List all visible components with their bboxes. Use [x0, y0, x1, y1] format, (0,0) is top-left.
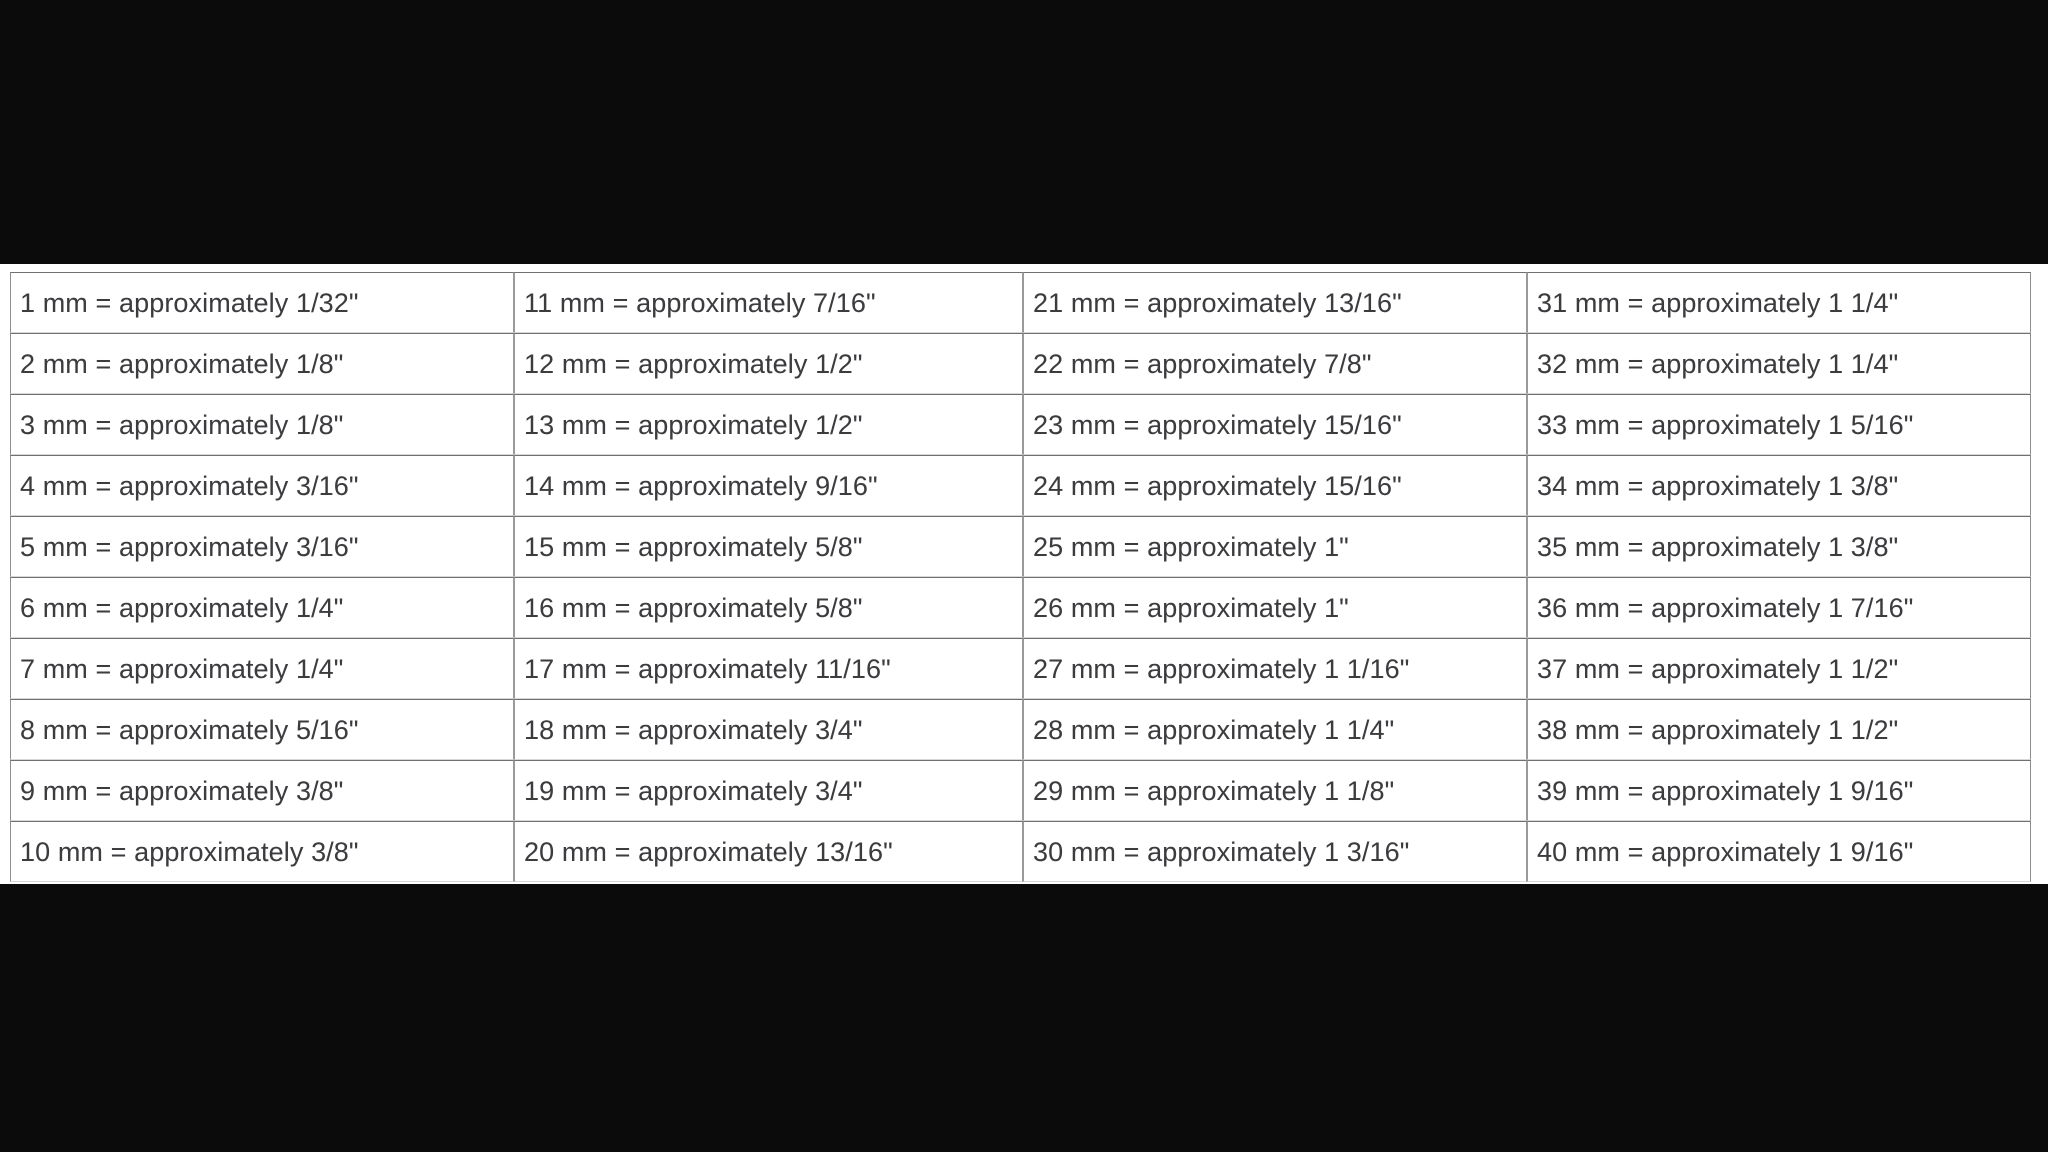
letterbox-bottom	[0, 884, 2048, 1152]
table-cell: 33 mm = approximately 1 5/16"	[1527, 394, 2031, 455]
table-cell: 34 mm = approximately 1 3/8"	[1527, 455, 2031, 516]
table-cell: 2 mm = approximately 1/8"	[10, 333, 514, 394]
table-cell: 25 mm = approximately 1"	[1023, 516, 1527, 577]
table-row: 3 mm = approximately 1/8" 13 mm = approx…	[10, 394, 2031, 455]
mm-to-inches-conversion-table: 1 mm = approximately 1/32" 11 mm = appro…	[10, 272, 2031, 882]
letterbox-top	[0, 0, 2048, 264]
document-band: 1 mm = approximately 1/32" 11 mm = appro…	[0, 264, 2048, 884]
table-cell: 40 mm = approximately 1 9/16"	[1527, 821, 2031, 882]
table-cell: 3 mm = approximately 1/8"	[10, 394, 514, 455]
table-cell: 17 mm = approximately 11/16"	[514, 638, 1023, 699]
table-row: 5 mm = approximately 3/16" 15 mm = appro…	[10, 516, 2031, 577]
table-row: 4 mm = approximately 3/16" 14 mm = appro…	[10, 455, 2031, 516]
table-cell: 28 mm = approximately 1 1/4"	[1023, 699, 1527, 760]
table-cell: 35 mm = approximately 1 3/8"	[1527, 516, 2031, 577]
table-cell: 29 mm = approximately 1 1/8"	[1023, 760, 1527, 821]
table-row: 10 mm = approximately 3/8" 20 mm = appro…	[10, 821, 2031, 882]
table-cell: 36 mm = approximately 1 7/16"	[1527, 577, 2031, 638]
table-cell: 10 mm = approximately 3/8"	[10, 821, 514, 882]
table-cell: 24 mm = approximately 15/16"	[1023, 455, 1527, 516]
table-cell: 21 mm = approximately 13/16"	[1023, 272, 1527, 333]
table-cell: 11 mm = approximately 7/16"	[514, 272, 1023, 333]
table-cell: 4 mm = approximately 3/16"	[10, 455, 514, 516]
table-row: 9 mm = approximately 3/8" 19 mm = approx…	[10, 760, 2031, 821]
table-cell: 12 mm = approximately 1/2"	[514, 333, 1023, 394]
table-cell: 9 mm = approximately 3/8"	[10, 760, 514, 821]
table-row: 8 mm = approximately 5/16" 18 mm = appro…	[10, 699, 2031, 760]
table-cell: 23 mm = approximately 15/16"	[1023, 394, 1527, 455]
table-cell: 22 mm = approximately 7/8"	[1023, 333, 1527, 394]
table-body: 1 mm = approximately 1/32" 11 mm = appro…	[10, 272, 2031, 882]
table-cell: 27 mm = approximately 1 1/16"	[1023, 638, 1527, 699]
table-cell: 15 mm = approximately 5/8"	[514, 516, 1023, 577]
table-cell: 1 mm = approximately 1/32"	[10, 272, 514, 333]
table-cell: 5 mm = approximately 3/16"	[10, 516, 514, 577]
table-row: 1 mm = approximately 1/32" 11 mm = appro…	[10, 272, 2031, 333]
table-cell: 26 mm = approximately 1"	[1023, 577, 1527, 638]
table-cell: 18 mm = approximately 3/4"	[514, 699, 1023, 760]
table-cell: 30 mm = approximately 1 3/16"	[1023, 821, 1527, 882]
table-cell: 39 mm = approximately 1 9/16"	[1527, 760, 2031, 821]
table-cell: 7 mm = approximately 1/4"	[10, 638, 514, 699]
table-cell: 32 mm = approximately 1 1/4"	[1527, 333, 2031, 394]
table-cell: 16 mm = approximately 5/8"	[514, 577, 1023, 638]
table-row: 2 mm = approximately 1/8" 12 mm = approx…	[10, 333, 2031, 394]
table-cell: 13 mm = approximately 1/2"	[514, 394, 1023, 455]
table-cell: 37 mm = approximately 1 1/2"	[1527, 638, 2031, 699]
table-cell: 31 mm = approximately 1 1/4"	[1527, 272, 2031, 333]
table-cell: 19 mm = approximately 3/4"	[514, 760, 1023, 821]
table-row: 6 mm = approximately 1/4" 16 mm = approx…	[10, 577, 2031, 638]
table-cell: 6 mm = approximately 1/4"	[10, 577, 514, 638]
table-cell: 20 mm = approximately 13/16"	[514, 821, 1023, 882]
table-cell: 8 mm = approximately 5/16"	[10, 699, 514, 760]
table-cell: 14 mm = approximately 9/16"	[514, 455, 1023, 516]
table-row: 7 mm = approximately 1/4" 17 mm = approx…	[10, 638, 2031, 699]
table-cell: 38 mm = approximately 1 1/2"	[1527, 699, 2031, 760]
